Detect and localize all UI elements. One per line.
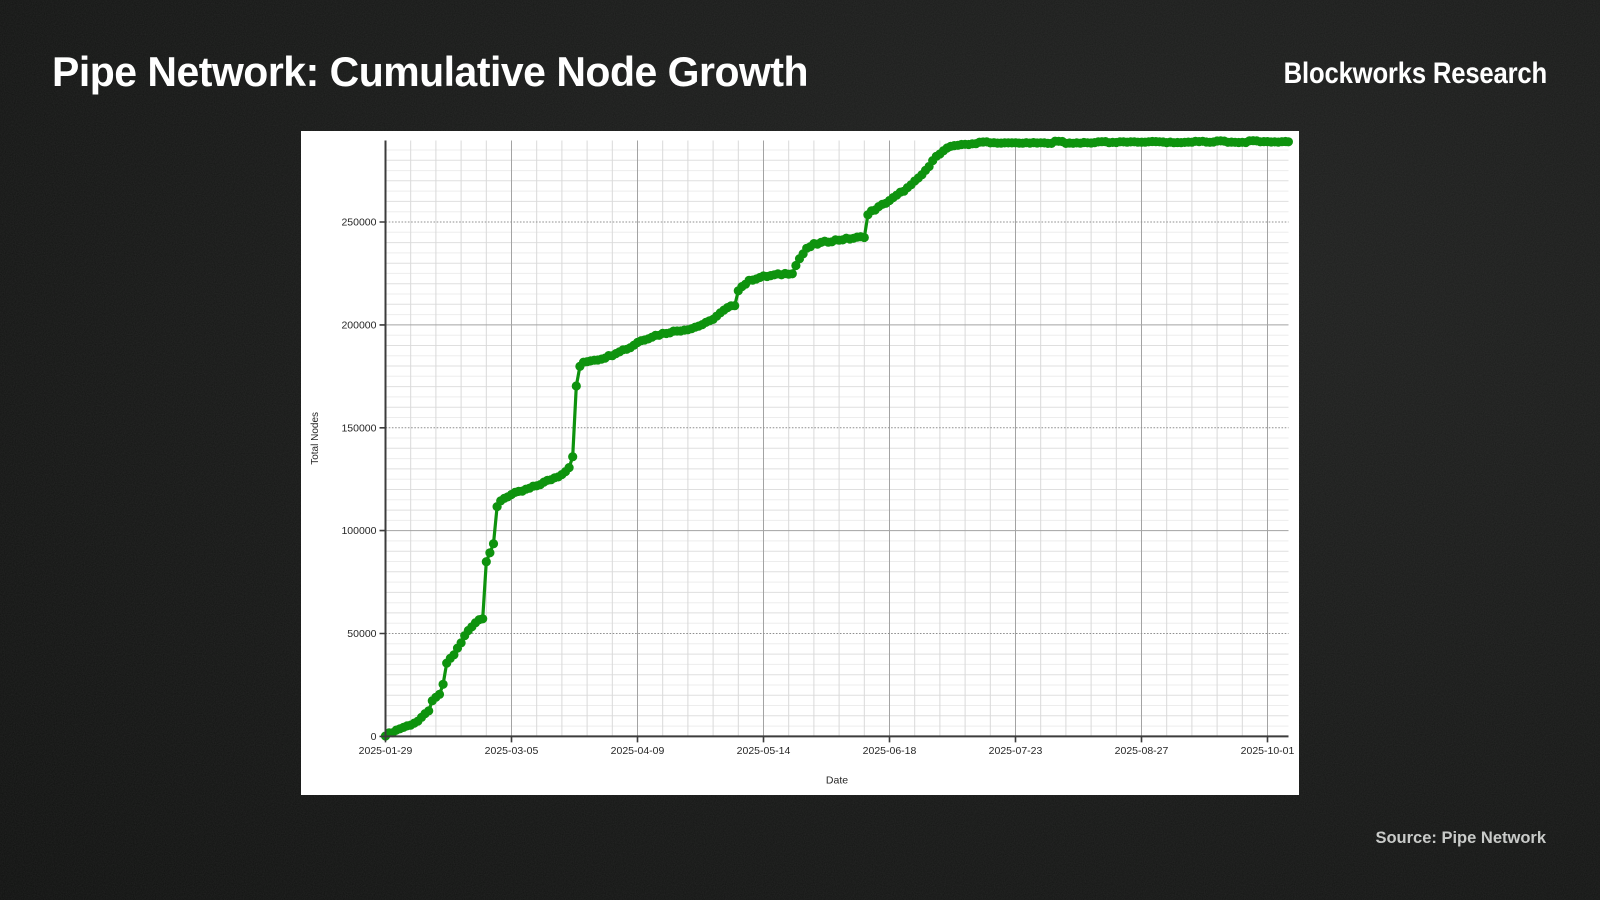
- svg-text:2025-05-14: 2025-05-14: [737, 745, 791, 757]
- svg-text:Date: Date: [826, 774, 848, 786]
- svg-text:2025-01-29: 2025-01-29: [359, 745, 413, 757]
- svg-text:2025-08-27: 2025-08-27: [1115, 745, 1169, 757]
- svg-text:Total Nodes: Total Nodes: [310, 412, 321, 465]
- svg-text:250000: 250000: [341, 217, 376, 229]
- svg-text:2025-06-18: 2025-06-18: [863, 745, 917, 757]
- svg-text:50000: 50000: [347, 628, 376, 640]
- svg-text:200000: 200000: [341, 320, 376, 332]
- svg-text:0: 0: [371, 731, 377, 743]
- svg-text:2025-03-05: 2025-03-05: [485, 745, 539, 757]
- svg-text:2025-07-23: 2025-07-23: [989, 745, 1043, 757]
- svg-text:150000: 150000: [341, 422, 376, 434]
- svg-text:100000: 100000: [341, 525, 376, 537]
- svg-text:2025-04-09: 2025-04-09: [611, 745, 665, 757]
- svg-text:2025-10-01: 2025-10-01: [1241, 745, 1295, 757]
